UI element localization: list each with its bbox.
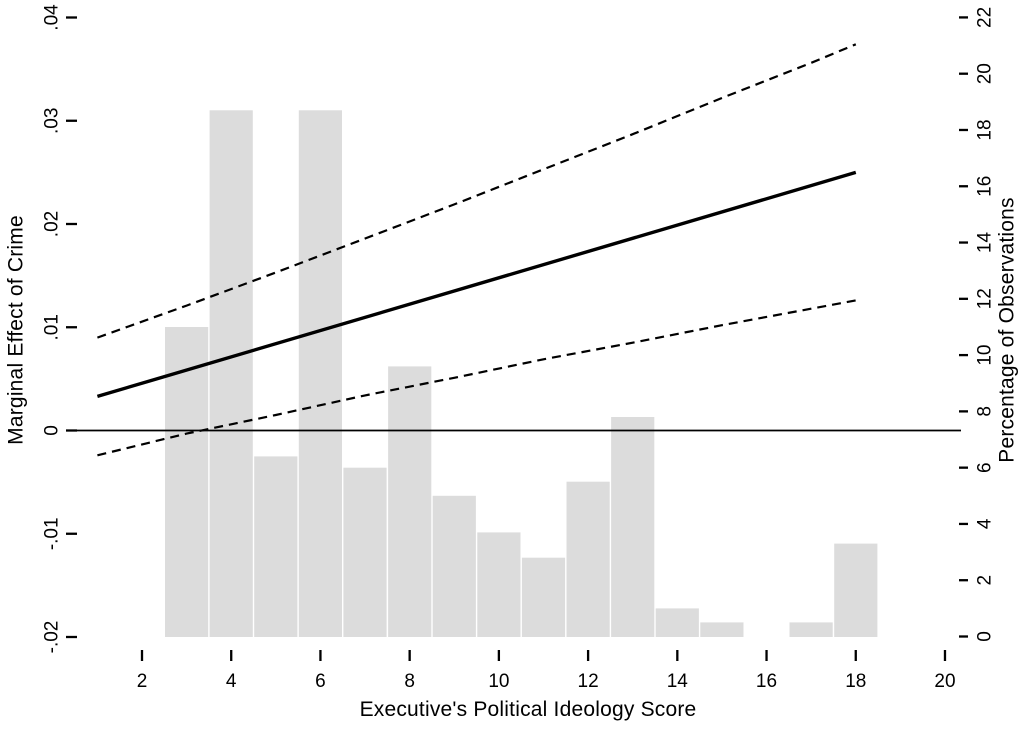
y-axis-right-title: Percentage of Observations [996,197,1019,463]
histogram-bar [477,532,521,637]
histogram-bar [700,622,744,637]
y-left-tick-label: .01 [42,314,63,340]
y-right-tick-label: 12 [975,288,996,309]
x-tick-label: 12 [578,671,599,692]
x-tick-label: 10 [488,671,509,692]
y-left-tick-label: -.01 [42,517,63,550]
y-left-tick-label: 0 [42,425,63,436]
y-right-tick-label: 22 [975,7,996,28]
y-right-tick-label: 2 [975,575,996,586]
x-axis-title: Executive's Political Ideology Score [360,698,697,721]
x-tick-label: 16 [756,671,777,692]
y-right-tick-label: 8 [975,406,996,417]
histogram-bar [343,467,387,637]
histogram-bar [566,481,610,637]
histogram-bar [432,495,476,637]
y-right-tick-label: 0 [975,631,996,642]
histogram-bar [834,543,878,637]
x-tick-label: 18 [845,671,866,692]
histogram-bar [209,110,253,638]
upper-95-ci-line [97,43,857,339]
y-right-tick-label: 4 [975,518,996,529]
x-tick-label: 4 [226,671,237,692]
histogram-bar [611,417,655,637]
x-tick-label: 2 [137,671,148,692]
x-tick-label: 14 [667,671,689,692]
x-tick-label: 8 [404,671,415,692]
histogram-bars [165,110,878,638]
axes: .04.03.02.010-.01-.022220181614121086420… [42,4,996,692]
histogram-bar [254,456,298,637]
y-right-tick-label: 6 [975,462,996,473]
marginal-effect-line [96,170,857,399]
y-right-tick-label: 20 [975,63,996,84]
y-left-tick-label: .04 [42,4,63,31]
series-lines [96,43,857,457]
y-axis-left-title: Marginal Effect of Crime [5,215,28,445]
x-tick-label: 20 [934,671,955,692]
histogram-bar [165,327,209,637]
y-right-tick-label: 18 [975,119,996,140]
histogram-bar [298,110,342,638]
y-right-tick-label: 10 [975,345,996,366]
histogram-bar [655,608,699,637]
x-tick-label: 6 [315,671,326,692]
y-right-tick-label: 14 [975,232,996,254]
y-left-tick-label: .03 [42,108,63,134]
histogram-bar [789,622,833,637]
y-right-tick-label: 16 [975,176,996,197]
y-left-tick-label: -.02 [42,621,63,654]
y-left-tick-label: .02 [42,211,63,237]
lower-95-ci-line [97,299,857,457]
histogram-bar [388,366,432,637]
histogram-bar [521,557,566,637]
